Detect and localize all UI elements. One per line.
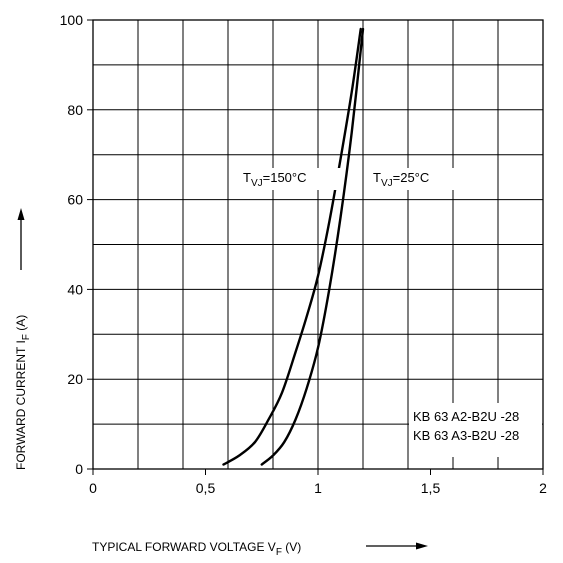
y-tick-label: 40 [67, 281, 83, 297]
series-group [222, 27, 365, 466]
grid [93, 20, 543, 469]
series-label-2: TVJ=25°C [373, 170, 429, 189]
y-tick-label: 80 [67, 102, 83, 118]
series-line-2 [260, 27, 365, 466]
x-axis-label-sub: F [276, 547, 282, 558]
y-axis-ticks: 0 20 40 60 80 100 [60, 12, 93, 477]
y-tick-label: 20 [67, 371, 83, 387]
legend: KB 63 A2-B2U -28 KB 63 A3-B2U -28 [409, 403, 542, 457]
svg-text:TYPICAL FORWARD VOLTAGE VF (V): TYPICAL FORWARD VOLTAGE VF (V) [92, 540, 301, 558]
x-tick-label: 1 [314, 480, 322, 496]
y-tick-label: 100 [60, 12, 84, 28]
y-axis-label-sub: F [21, 334, 32, 340]
series-labels: TVJ=150°C TVJ=25°C [239, 168, 459, 190]
series-label-background [369, 168, 459, 190]
y-axis-label-unit: (A) [14, 315, 28, 334]
x-tick-label: 1,5 [421, 480, 441, 496]
series-label-background [239, 168, 341, 190]
x-axis-label-arrowhead [416, 542, 428, 550]
x-tick-label: 0 [89, 480, 97, 496]
x-tick-label: 2 [539, 480, 547, 496]
legend-background [409, 403, 542, 457]
y-tick-label: 60 [67, 192, 83, 208]
y-axis-label-main: FORWARD CURRENT I [14, 340, 28, 470]
series-line-1 [222, 27, 362, 466]
x-axis-label-unit: (V) [282, 540, 301, 554]
y-axis-label: FORWARD CURRENT IF (A) [14, 208, 32, 470]
legend-entry: KB 63 A3-B2U -28 [413, 428, 519, 443]
legend-entry: KB 63 A2-B2U -28 [413, 409, 519, 424]
x-tick-label: 0,5 [196, 480, 216, 496]
y-tick-label: 0 [75, 461, 83, 477]
series-label-1: TVJ=150°C [243, 170, 307, 189]
x-axis-label-main: TYPICAL FORWARD VOLTAGE V [92, 540, 276, 554]
x-axis-label: TYPICAL FORWARD VOLTAGE VF (V) [92, 540, 428, 558]
y-axis-label-arrowhead [17, 208, 25, 220]
x-axis-ticks: 0 0,5 1 1,5 2 [89, 469, 547, 496]
svg-text:FORWARD CURRENT IF (A): FORWARD CURRENT IF (A) [14, 315, 32, 470]
